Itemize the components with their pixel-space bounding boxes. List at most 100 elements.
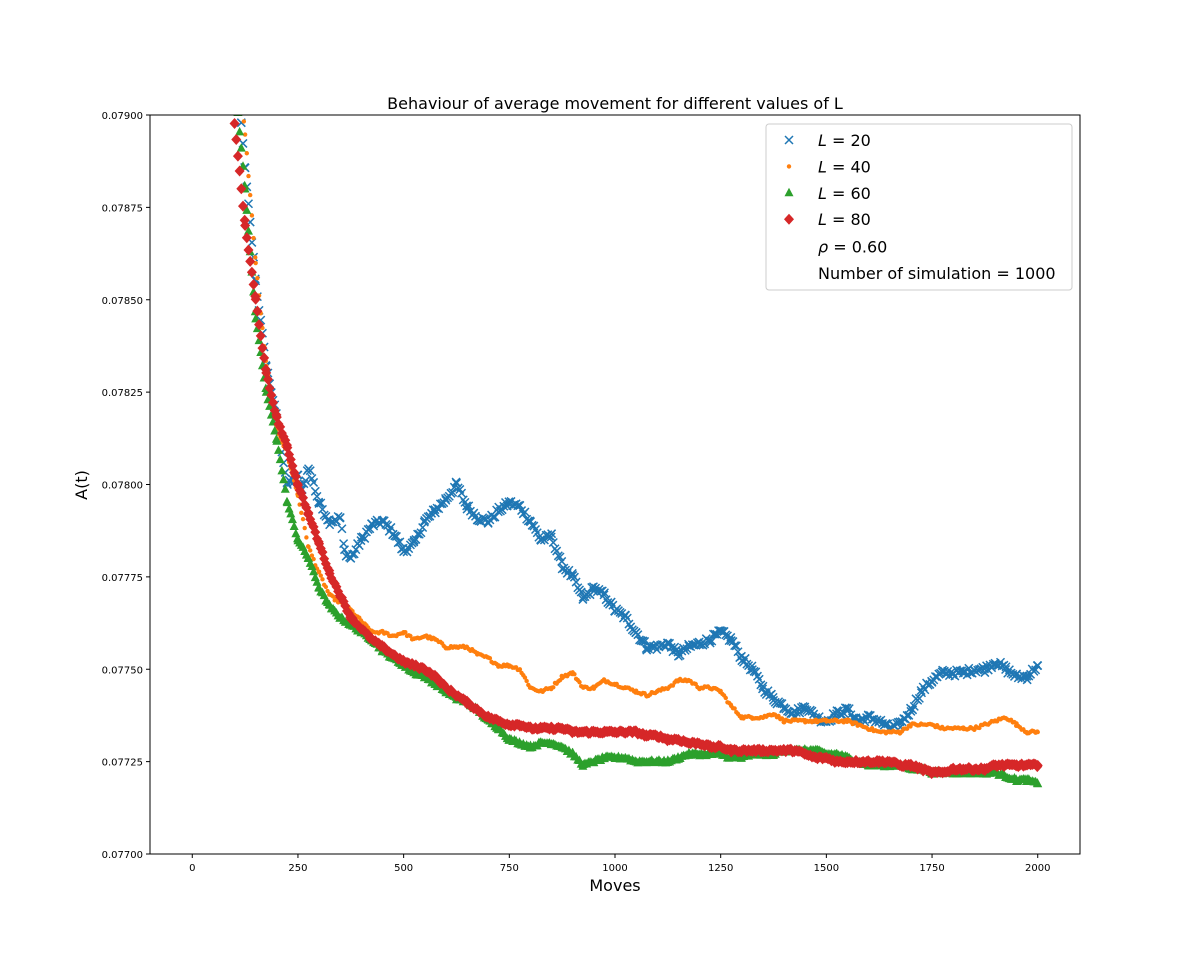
data-point: [462, 501, 472, 511]
data-point: [309, 477, 319, 487]
data-point: [347, 549, 358, 559]
data-point: [577, 679, 582, 685]
legend-note: ρ = 0.60: [818, 238, 887, 257]
y-tick-label: 0.07700: [102, 850, 143, 861]
y-tick-label: 0.07900: [102, 111, 143, 122]
data-point: [301, 476, 311, 486]
data-point: [240, 219, 251, 231]
data-point: [302, 525, 307, 531]
legend-entry: L = 60: [784, 184, 871, 203]
data-point: [243, 226, 253, 235]
data-point: [416, 528, 426, 538]
data-point: [242, 205, 252, 214]
data-point: [747, 661, 757, 671]
data-point: [309, 553, 315, 558]
data-point: [687, 640, 697, 650]
data-point: [242, 132, 248, 137]
x-axis-ticks: 0 250 500 750 1000 1250 1500 1750 2000: [189, 854, 1050, 874]
y-tick-label: 0.07850: [102, 296, 143, 307]
y-tick-label: 0.07800: [102, 481, 143, 492]
data-point: [386, 522, 396, 532]
x-tick-label: 1000: [602, 863, 627, 874]
data-point: [1032, 759, 1043, 771]
data-point: [330, 594, 336, 599]
data-point: [244, 151, 250, 156]
data-point: [251, 235, 256, 241]
data-point: [708, 629, 719, 639]
legend-box: [765, 123, 1073, 291]
data-point: [243, 244, 254, 256]
x-tick-label: 500: [394, 863, 413, 874]
data-point: [265, 401, 275, 410]
legend-label: L = 80: [818, 210, 871, 229]
data-point: [705, 636, 715, 646]
data-point: [312, 491, 322, 501]
data-point: [306, 544, 311, 549]
chart-title: Behaviour of average movement for differ…: [387, 94, 843, 113]
data-point: [308, 548, 313, 553]
data-point: [524, 678, 529, 684]
data-point: [572, 671, 577, 677]
data-point: [255, 276, 260, 281]
legend-label: L = 60: [818, 184, 871, 203]
legend: L = 20 L = 40 L = 60 L = 80 ρ = 0.60 Number o…: [765, 123, 1073, 291]
legend-marker: [784, 135, 794, 145]
data-point: [232, 150, 243, 162]
data-point: [266, 389, 277, 401]
data-point: [287, 514, 297, 524]
data-point: [238, 200, 248, 212]
y-tick-label: 0.07750: [102, 665, 143, 676]
data-point: [569, 572, 579, 582]
data-point: [317, 504, 328, 514]
data-point: [487, 655, 493, 661]
x-axis-label: Moves: [589, 876, 640, 895]
data-point: [909, 701, 919, 711]
data-point: [282, 497, 292, 507]
data-point: [732, 706, 737, 711]
x-tick-label: 1750: [919, 863, 944, 874]
data-point: [547, 529, 557, 539]
data-point: [390, 531, 400, 541]
data-point: [337, 524, 347, 534]
data-point: [354, 541, 364, 551]
data-point: [272, 436, 282, 445]
data-point: [633, 630, 643, 640]
data-point: [304, 535, 309, 540]
x-tick-label: 0: [189, 863, 195, 874]
data-point: [241, 232, 252, 244]
data-point: [599, 590, 609, 600]
legend-entry: L = 40: [786, 157, 871, 176]
data-point: [448, 487, 458, 497]
legend-entry: L = 20: [784, 131, 871, 150]
x-tick-label: 1500: [814, 863, 839, 874]
data-point: [318, 573, 323, 578]
data-point: [1033, 778, 1043, 788]
y-axis-ticks: 0.07700 0.07725 0.07750 0.07775 0.07800 0.078…: [102, 111, 150, 861]
data-point: [316, 569, 322, 574]
data-point: [255, 330, 266, 342]
data-point: [280, 484, 290, 493]
y-tick-label: 0.07725: [102, 758, 143, 769]
y-tick-label: 0.07775: [102, 573, 143, 584]
data-point: [622, 613, 632, 623]
data-point: [311, 556, 316, 562]
data-point: [274, 445, 284, 454]
data-point: [236, 183, 247, 195]
data-point: [640, 636, 650, 646]
data-point: [520, 507, 530, 517]
data-point: [517, 667, 523, 672]
data-point: [339, 545, 349, 555]
data-point: [275, 454, 285, 464]
data-point: [270, 425, 280, 435]
legend-note: Number of simulation = 1000: [818, 264, 1056, 283]
data-point: [251, 313, 261, 323]
legend-entries: L = 20 L = 40 L = 60 L = 80 ρ = 0.60 Number o…: [784, 131, 1056, 283]
data-point: [234, 165, 245, 177]
y-tick-label: 0.07825: [102, 388, 143, 399]
data-point: [464, 501, 474, 511]
data-point: [731, 641, 741, 651]
data-point: [250, 293, 261, 305]
x-tick-label: 2000: [1025, 863, 1050, 874]
data-point: [229, 118, 240, 130]
data-point: [268, 397, 279, 409]
